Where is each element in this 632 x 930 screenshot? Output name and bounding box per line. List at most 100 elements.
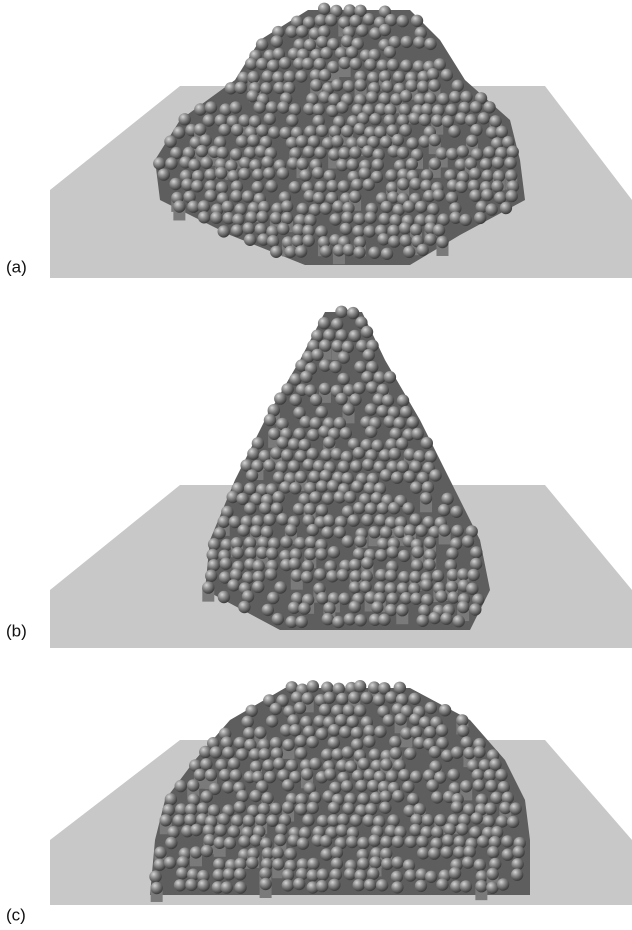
panel-label: (b) xyxy=(6,621,27,640)
sphere xyxy=(427,203,439,215)
sphere xyxy=(349,581,361,593)
sphere xyxy=(427,68,439,80)
sphere xyxy=(277,167,289,179)
sphere xyxy=(347,514,359,526)
sphere xyxy=(466,583,478,595)
sphere xyxy=(153,157,165,169)
sphere xyxy=(218,516,230,528)
sphere xyxy=(428,79,440,91)
sphere xyxy=(462,535,474,547)
sphere xyxy=(399,222,411,234)
sphere xyxy=(239,157,251,169)
sphere xyxy=(354,614,366,626)
sphere xyxy=(320,848,332,860)
sphere xyxy=(511,869,523,881)
sphere xyxy=(347,307,359,319)
sphere xyxy=(486,868,498,880)
sphere xyxy=(311,349,323,361)
sphere xyxy=(421,594,433,606)
sphere xyxy=(205,101,217,113)
sphere xyxy=(234,82,246,94)
sphere xyxy=(265,568,277,580)
sphere xyxy=(357,112,369,124)
sphere xyxy=(281,200,293,212)
sphere xyxy=(500,202,512,214)
sphere xyxy=(347,716,359,728)
sphere xyxy=(444,823,456,835)
sphere xyxy=(365,403,377,415)
sphere xyxy=(379,802,391,814)
sphere xyxy=(354,123,366,135)
sphere xyxy=(341,472,353,484)
sphere xyxy=(252,560,264,572)
sphere xyxy=(413,803,425,815)
sphere xyxy=(187,779,199,791)
sphere xyxy=(396,604,408,616)
sphere xyxy=(505,170,517,182)
sphere xyxy=(400,90,412,102)
sphere xyxy=(256,124,268,136)
sphere xyxy=(441,69,453,81)
sphere xyxy=(175,780,187,792)
sphere xyxy=(289,482,301,494)
sphere xyxy=(188,159,200,171)
sphere xyxy=(470,101,482,113)
sphere xyxy=(393,71,405,83)
sphere xyxy=(363,814,375,826)
sphere xyxy=(271,847,283,859)
sphere xyxy=(337,814,349,826)
sphere xyxy=(323,602,335,614)
sphere xyxy=(267,235,279,247)
sphere xyxy=(449,91,461,103)
sphere xyxy=(341,125,353,137)
sphere xyxy=(473,746,485,758)
sphere xyxy=(264,113,276,125)
sphere xyxy=(357,858,369,870)
sphere xyxy=(337,373,349,385)
sphere xyxy=(483,815,495,827)
sphere xyxy=(191,180,203,192)
sphere xyxy=(439,704,451,716)
sphere xyxy=(382,394,394,406)
sphere xyxy=(305,536,317,548)
sphere xyxy=(270,737,282,749)
sphere xyxy=(506,190,518,202)
sphere xyxy=(483,101,495,113)
sphere xyxy=(315,548,327,560)
sphere xyxy=(306,448,318,460)
sphere xyxy=(452,80,464,92)
sphere xyxy=(369,113,381,125)
sphere xyxy=(314,58,326,70)
sphere xyxy=(512,846,524,858)
sphere xyxy=(220,558,232,570)
sphere xyxy=(327,480,339,492)
sphere xyxy=(353,502,365,514)
sphere xyxy=(322,613,334,625)
sphere xyxy=(487,846,499,858)
sphere xyxy=(384,104,396,116)
sphere xyxy=(441,846,453,858)
sphere xyxy=(151,882,163,894)
sphere xyxy=(250,525,262,537)
sphere xyxy=(262,759,274,771)
sphere xyxy=(456,823,468,835)
sphere xyxy=(417,847,429,859)
sphere xyxy=(272,613,284,625)
sphere xyxy=(351,738,363,750)
sphere xyxy=(267,59,279,71)
sphere xyxy=(411,546,423,558)
sphere xyxy=(471,812,483,824)
sphere xyxy=(428,847,440,859)
sphere xyxy=(422,814,434,826)
sphere xyxy=(365,803,377,815)
sphere xyxy=(228,825,240,837)
sphere xyxy=(387,814,399,826)
sphere xyxy=(460,91,472,103)
sphere xyxy=(459,214,471,226)
sphere xyxy=(367,780,379,792)
sphere xyxy=(263,514,275,526)
sphere xyxy=(158,168,170,180)
sphere xyxy=(328,546,340,558)
sphere xyxy=(302,814,314,826)
sphere xyxy=(437,213,449,225)
